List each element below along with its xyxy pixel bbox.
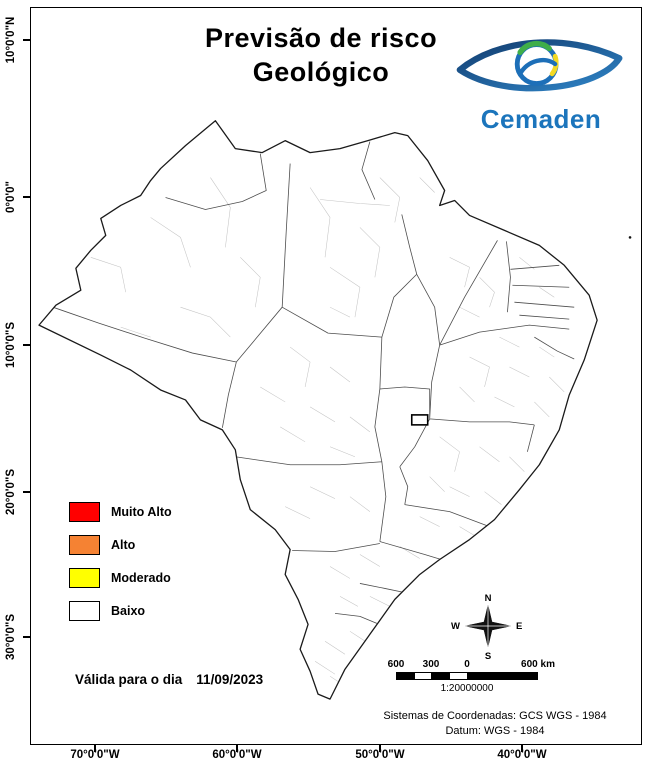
- lat-label: 10°0'0"N: [5, 16, 17, 64]
- lon-label: 40°0'0"W: [497, 749, 547, 761]
- scale-tick-label: 300: [422, 659, 440, 670]
- graticule-tick: [23, 196, 30, 198]
- graticule-tick: [23, 636, 30, 638]
- legend-swatch-muito-alto: [69, 502, 100, 522]
- compass-north-label: N: [485, 593, 492, 604]
- legend-item: Baixo: [69, 601, 172, 621]
- compass-star-axis: [465, 605, 511, 647]
- lat-label: 30°0'0"S: [5, 613, 17, 661]
- legend-item: Alto: [69, 535, 172, 555]
- legend-label: Moderado: [111, 571, 171, 585]
- scale-segment: [415, 673, 432, 679]
- risk-legend: Muito Alto Alto Moderado Baixo: [69, 502, 172, 634]
- coordinate-system-note: Sistemas de Coordenadas: GCS WGS - 1984 …: [349, 709, 641, 739]
- compass-west-label: W: [451, 621, 460, 632]
- municipal-boundaries: [90, 177, 565, 689]
- legend-label: Baixo: [111, 604, 146, 618]
- graticule-tick: [23, 39, 30, 41]
- map-frame: Previsão de risco Geológico Cemaden: [30, 7, 642, 745]
- graticule-tick: [23, 344, 30, 346]
- crs-line: Sistemas de Coordenadas: GCS WGS - 1984: [383, 710, 607, 722]
- scale-tick-label: 600: [387, 659, 405, 670]
- lat-label: 10°0'0"S: [5, 321, 17, 369]
- legend-item: Moderado: [69, 568, 172, 588]
- scale-segment: [432, 673, 450, 679]
- legend-label: Alto: [111, 538, 136, 552]
- scale-ratio: 1:20000000: [440, 683, 494, 694]
- scale-bar: 600 300 0 600 km 1:20000000: [388, 659, 631, 694]
- state-boundaries: [52, 141, 575, 624]
- scale-end-label: 600 km: [521, 659, 555, 670]
- page-title-line1: Previsão de risco: [204, 23, 438, 53]
- scale-segment: [397, 673, 415, 679]
- graticule-tick: [521, 745, 523, 752]
- brazil-map: [38, 120, 632, 700]
- compass-east-label: E: [516, 621, 522, 632]
- lat-label: 0°0'0": [5, 181, 17, 213]
- compass-rose: N S W E: [451, 593, 522, 662]
- legend-swatch-alto: [69, 535, 100, 555]
- lon-label: 60°0'0"W: [212, 749, 262, 761]
- lon-label: 50°0'0"W: [355, 749, 405, 761]
- brazil-outline: [38, 120, 598, 700]
- validity-date: 11/09/2023: [196, 672, 264, 687]
- legend-swatch-moderado: [69, 568, 100, 588]
- island-dot: [628, 236, 632, 239]
- scale-bar-graphic: [396, 672, 538, 680]
- page-title-line2: Geológico: [252, 56, 390, 87]
- graticule-tick: [379, 745, 381, 752]
- graticule-tick: [236, 745, 238, 752]
- graticule-tick: [94, 745, 96, 752]
- page-title: Previsão de risco Geológico: [121, 22, 521, 90]
- scale-tick-label: 0: [464, 659, 470, 670]
- scale-segment: [468, 673, 537, 679]
- cemaden-eye-icon: [456, 39, 622, 92]
- cemaden-wordmark: Cemaden: [480, 104, 602, 134]
- scale-labels: 600 300 0 600 km: [388, 659, 631, 671]
- legend-item: Muito Alto: [69, 502, 172, 522]
- graticule-tick: [23, 491, 30, 493]
- datum-line: Datum: WGS - 1984: [445, 724, 545, 737]
- cemaden-logo: Cemaden: [451, 30, 631, 135]
- scale-segment: [450, 673, 468, 679]
- validity-text: Válida para o dia 11/09/2023: [75, 672, 263, 687]
- compass-south-label: S: [485, 651, 491, 662]
- lon-label: 70°0'0"W: [70, 749, 120, 761]
- validity-prefix: Válida para o dia: [75, 672, 183, 687]
- legend-swatch-baixo: [69, 601, 100, 621]
- legend-label: Muito Alto: [111, 505, 172, 519]
- lat-label: 20°0'0"S: [5, 468, 17, 516]
- distrito-federal-outline: [410, 414, 429, 426]
